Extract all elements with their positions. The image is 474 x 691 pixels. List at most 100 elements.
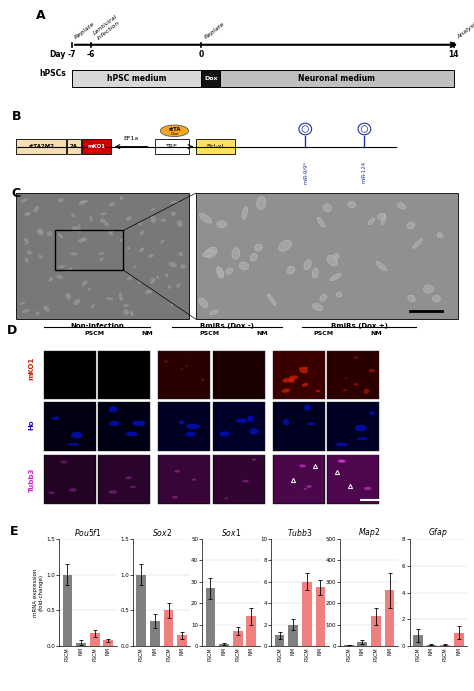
Text: miR-124: miR-124 <box>362 161 367 183</box>
Bar <box>164 610 173 646</box>
Ellipse shape <box>146 290 149 294</box>
Ellipse shape <box>216 267 224 278</box>
Ellipse shape <box>48 491 55 494</box>
Bar <box>371 616 381 646</box>
Ellipse shape <box>132 421 146 426</box>
Ellipse shape <box>82 238 87 241</box>
FancyBboxPatch shape <box>158 350 210 399</box>
Bar <box>76 643 86 646</box>
Ellipse shape <box>232 248 240 259</box>
Ellipse shape <box>165 274 168 277</box>
Ellipse shape <box>243 480 249 482</box>
Ellipse shape <box>174 470 180 473</box>
Ellipse shape <box>320 294 327 301</box>
Ellipse shape <box>289 378 295 383</box>
Ellipse shape <box>138 281 141 284</box>
FancyBboxPatch shape <box>213 402 264 451</box>
Ellipse shape <box>127 247 130 249</box>
Title: $\it{Pou5f1}$: $\it{Pou5f1}$ <box>74 527 102 538</box>
Text: Replate: Replate <box>203 21 226 40</box>
Ellipse shape <box>75 227 82 232</box>
Text: 2A: 2A <box>70 144 78 149</box>
Text: miR-9/9*: miR-9/9* <box>303 161 308 184</box>
Ellipse shape <box>58 265 65 268</box>
Text: hPSC medium: hPSC medium <box>107 74 166 83</box>
Ellipse shape <box>336 443 348 446</box>
Title: $\it{Sox1}$: $\it{Sox1}$ <box>221 527 241 538</box>
Ellipse shape <box>139 223 142 225</box>
Ellipse shape <box>348 202 356 208</box>
Ellipse shape <box>312 267 318 278</box>
FancyBboxPatch shape <box>274 455 324 503</box>
Ellipse shape <box>47 231 52 236</box>
Text: TRE: TRE <box>166 144 178 149</box>
Ellipse shape <box>185 365 188 368</box>
Ellipse shape <box>49 277 53 281</box>
Ellipse shape <box>109 490 117 494</box>
FancyBboxPatch shape <box>214 455 264 503</box>
Ellipse shape <box>67 443 80 446</box>
Ellipse shape <box>100 213 106 215</box>
Text: D: D <box>6 324 17 337</box>
Ellipse shape <box>357 437 367 440</box>
Bar <box>440 645 450 646</box>
FancyBboxPatch shape <box>99 455 149 503</box>
Text: Dox: Dox <box>170 132 179 136</box>
Ellipse shape <box>304 404 311 411</box>
Text: hPSCs: hPSCs <box>39 69 65 78</box>
Bar <box>137 575 146 646</box>
Bar <box>454 633 464 646</box>
Ellipse shape <box>364 486 372 490</box>
Ellipse shape <box>250 254 257 261</box>
Ellipse shape <box>282 388 290 392</box>
Bar <box>274 636 284 646</box>
Text: NM: NM <box>371 331 383 336</box>
Bar <box>177 636 187 646</box>
Ellipse shape <box>108 229 114 232</box>
Ellipse shape <box>147 290 152 294</box>
Ellipse shape <box>239 262 249 270</box>
Ellipse shape <box>364 388 369 394</box>
Text: Dox: Dox <box>204 76 218 82</box>
Ellipse shape <box>161 240 164 243</box>
FancyBboxPatch shape <box>273 455 325 504</box>
Ellipse shape <box>304 259 311 269</box>
Ellipse shape <box>255 244 262 252</box>
Ellipse shape <box>179 420 184 424</box>
Ellipse shape <box>127 216 131 220</box>
Ellipse shape <box>355 357 358 359</box>
FancyBboxPatch shape <box>72 70 201 87</box>
FancyBboxPatch shape <box>196 193 458 319</box>
Ellipse shape <box>249 428 259 435</box>
Ellipse shape <box>279 240 292 252</box>
Ellipse shape <box>337 292 342 297</box>
Ellipse shape <box>105 223 108 226</box>
Ellipse shape <box>19 302 25 305</box>
Ellipse shape <box>267 294 276 305</box>
Ellipse shape <box>156 276 159 279</box>
FancyBboxPatch shape <box>16 139 66 154</box>
Text: Replate: Replate <box>74 21 96 40</box>
Ellipse shape <box>120 196 123 200</box>
Ellipse shape <box>345 377 347 379</box>
FancyBboxPatch shape <box>328 402 379 451</box>
Text: Neuronal medium: Neuronal medium <box>299 74 375 83</box>
Ellipse shape <box>90 216 92 222</box>
Ellipse shape <box>200 214 211 223</box>
Ellipse shape <box>413 238 423 249</box>
Ellipse shape <box>224 498 228 500</box>
Ellipse shape <box>81 200 88 203</box>
Ellipse shape <box>338 460 346 463</box>
Ellipse shape <box>205 247 217 258</box>
Ellipse shape <box>151 216 156 223</box>
FancyBboxPatch shape <box>158 402 210 451</box>
Ellipse shape <box>151 208 155 211</box>
Ellipse shape <box>236 418 247 423</box>
Ellipse shape <box>25 241 29 245</box>
Ellipse shape <box>56 275 63 279</box>
Text: BmiRs (Dox -): BmiRs (Dox -) <box>200 323 254 329</box>
Ellipse shape <box>219 431 230 437</box>
Bar <box>302 582 312 646</box>
Ellipse shape <box>71 214 75 217</box>
Text: PSCM: PSCM <box>199 331 219 336</box>
